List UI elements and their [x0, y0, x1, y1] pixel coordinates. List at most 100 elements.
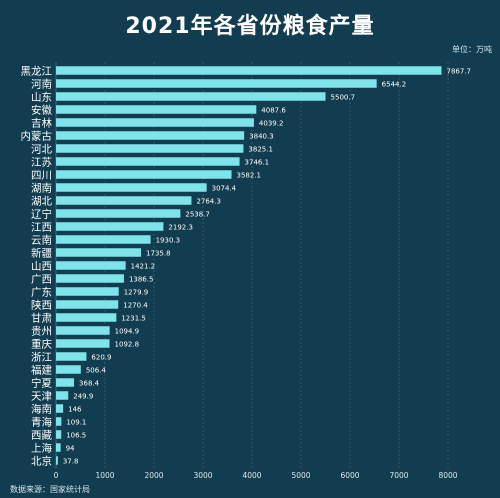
bar [56, 365, 81, 374]
category-label: 浙江 [31, 352, 52, 364]
category-label: 贵州 [31, 325, 52, 338]
x-tick-label: 2000 [144, 471, 163, 480]
data-label: 1231.5 [121, 315, 146, 323]
data-label: 1092.8 [115, 341, 140, 349]
x-tick-label: 7000 [389, 471, 408, 480]
bar [56, 378, 75, 387]
category-label: 福建 [31, 364, 52, 377]
x-tick-label: 3000 [193, 471, 212, 480]
data-label: 2538.7 [185, 211, 210, 219]
data-label: 1930.3 [156, 237, 181, 245]
chart-title: 2021年各省份粮食产量 [125, 14, 375, 39]
data-label: 37.8 [63, 458, 79, 466]
category-label: 山东 [31, 91, 52, 104]
data-label: 1386.5 [129, 276, 154, 284]
data-label: 1421.2 [131, 263, 156, 271]
category-label: 河北 [31, 144, 52, 156]
bar [56, 105, 257, 114]
bar [56, 131, 245, 140]
data-label: 94 [66, 445, 75, 453]
x-tick-label: 1000 [95, 471, 114, 480]
category-label: 天津 [31, 391, 52, 403]
bar [56, 170, 232, 179]
data-label: 3840.3 [249, 133, 273, 141]
bar [56, 274, 124, 283]
source-label: 数据来源：国家统计局 [10, 485, 90, 494]
category-label: 湖北 [31, 196, 52, 208]
data-label: 368.4 [79, 380, 100, 388]
category-label: 青海 [31, 416, 52, 429]
category-label: 宁夏 [31, 377, 52, 390]
bar [56, 261, 126, 270]
category-label: 江西 [31, 222, 52, 234]
category-label: 黑龙江 [21, 65, 53, 78]
category-label: 江苏 [31, 156, 52, 169]
data-label: 5500.7 [331, 94, 356, 102]
bar [56, 196, 192, 205]
data-label: 1279.9 [124, 289, 149, 297]
data-label: 3825.1 [248, 146, 273, 154]
bar [56, 417, 62, 426]
data-label: 1270.4 [123, 302, 148, 310]
bar [56, 443, 61, 452]
bar [56, 404, 64, 413]
category-label: 北京 [31, 455, 52, 468]
category-label: 广西 [31, 274, 52, 286]
data-label: 2192.3 [168, 224, 193, 232]
data-label: 4087.6 [261, 107, 286, 115]
category-label: 上海 [31, 442, 52, 455]
bar [56, 456, 58, 465]
bar [56, 118, 254, 127]
category-label: 河南 [31, 78, 52, 91]
bar [56, 391, 69, 400]
data-label: 6544.2 [382, 81, 407, 89]
bar [56, 209, 181, 218]
bar [56, 352, 87, 361]
x-tick-label: 4000 [242, 471, 261, 480]
bar [56, 300, 119, 309]
x-tick-label: 0 [54, 471, 59, 480]
bar [56, 235, 151, 244]
category-label: 辽宁 [31, 208, 52, 221]
bar [56, 66, 442, 75]
category-label: 西藏 [31, 430, 52, 442]
x-tick-label: 8000 [438, 471, 457, 480]
bar [56, 313, 117, 322]
bar [56, 287, 119, 296]
category-label: 内蒙古 [21, 130, 53, 143]
bar [56, 157, 240, 166]
category-label: 新疆 [31, 247, 52, 260]
data-label: 1735.8 [146, 250, 171, 258]
category-label: 陕西 [31, 299, 52, 312]
category-label: 广东 [31, 286, 52, 299]
data-label: 109.1 [66, 419, 86, 427]
data-label: 4039.2 [259, 120, 284, 128]
category-label: 海南 [31, 403, 52, 416]
data-label: 146 [68, 406, 82, 414]
bar [56, 430, 62, 439]
data-label: 106.5 [66, 432, 86, 440]
unit-label: 单位：万吨 [452, 45, 492, 54]
data-label: 249.9 [73, 393, 93, 401]
x-tick-label: 6000 [340, 471, 359, 480]
category-label: 安徽 [31, 104, 52, 117]
bar [56, 183, 207, 192]
data-label: 506.4 [86, 367, 107, 375]
category-label: 湖南 [31, 182, 52, 195]
data-label: 2764.3 [196, 198, 221, 206]
data-label: 3746.1 [245, 159, 270, 167]
x-tick-label: 5000 [291, 471, 310, 480]
data-label: 7867.7 [447, 68, 472, 76]
category-label: 重庆 [31, 338, 52, 351]
bar [56, 326, 110, 335]
data-label: 1094.9 [115, 328, 140, 336]
bar [56, 79, 377, 88]
category-label: 甘肃 [31, 312, 52, 325]
category-label: 吉林 [31, 117, 52, 130]
data-label: 3074.4 [212, 185, 237, 193]
bar [56, 248, 142, 257]
data-label: 3582.1 [237, 172, 261, 180]
category-label: 山西 [31, 261, 52, 273]
